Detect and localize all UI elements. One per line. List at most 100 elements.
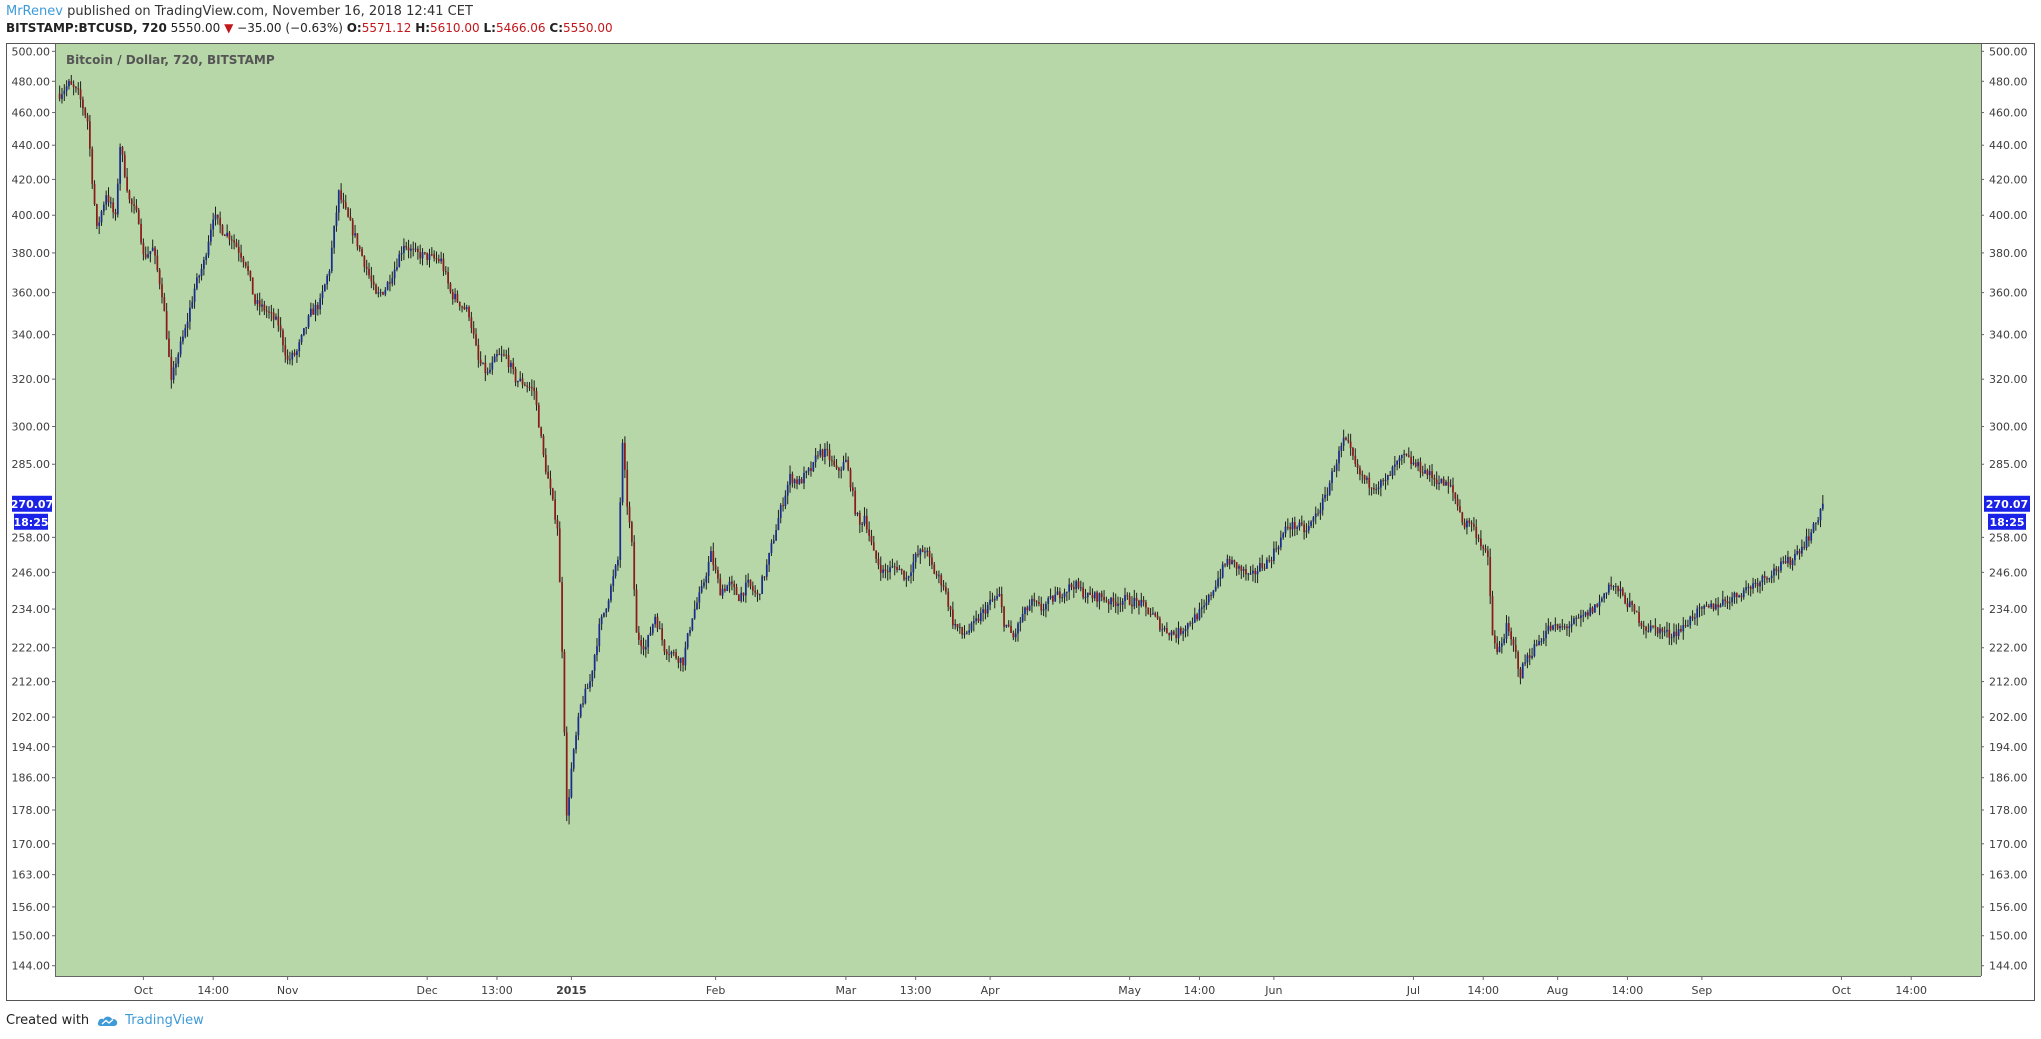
candle-body [1607,584,1610,593]
candle-body [1233,560,1236,563]
candle-body [333,225,336,248]
candle-body [1303,524,1305,533]
candle-body [372,281,375,285]
candle-body [472,328,475,335]
candle-body [1680,629,1682,632]
candle-body [1507,623,1510,632]
candle-body [840,469,843,471]
candle-body [1498,646,1501,653]
candle-body [563,651,566,733]
candle-body [1500,643,1503,647]
candle-body [1717,604,1720,608]
y-tick-label-right: 234.00 [1989,603,2028,616]
candle-body [945,586,947,592]
candle-body [1428,471,1431,476]
candle-body [1696,608,1699,618]
candle-body [1554,624,1557,626]
candle-body [137,210,140,224]
candle-body [1547,625,1550,632]
y-tick-label-right: 212.00 [1989,676,2028,689]
tradingview-link[interactable]: TradingView [97,1013,204,1028]
candle-body [1603,593,1606,599]
candle-body [875,550,877,559]
candle-body [826,448,829,450]
candle-body [349,216,352,221]
countdown-badge-left-bg [14,513,48,530]
candle-body [1052,596,1054,602]
candle-body [1000,593,1003,608]
candle-body [1626,603,1629,608]
candle-body [1068,584,1071,592]
candle-body [1107,601,1110,605]
candle-body [175,363,177,368]
candle-body [1486,550,1489,558]
author-link[interactable]: MrRenev [6,4,63,19]
plot-area[interactable] [55,44,1981,976]
x-tick-label: 14:00 [1612,984,1644,997]
candle-body [1314,513,1317,518]
candle-body [1084,597,1087,599]
candle-body [1807,536,1810,541]
candle-body [589,681,591,688]
right-price-axis[interactable]: 500.00 480.00 460.00 440.00 420.00 400.00 380.… [1981,45,2028,973]
candle-body [426,252,429,260]
candle-body [1056,591,1059,595]
candle-body [112,202,115,213]
candle-body [1421,472,1424,474]
candle-body [379,292,382,294]
candle-body [754,590,757,593]
candle-body [1526,655,1529,663]
candle-body [789,473,791,485]
last-price-badges: 270.07 18:25 270.07 18:25 [11,495,2030,530]
y-tick-label-left: 144.00 [12,960,51,973]
candle-body [700,585,703,593]
x-tick-label: Jul [1406,984,1420,997]
candle-body [1493,635,1496,644]
candle-body [1598,601,1601,607]
candle-body [1649,625,1652,631]
candle-body [1556,624,1559,629]
candle-body [1582,615,1585,617]
x-tick-label: 14:00 [197,984,229,997]
left-price-axis[interactable]: 500.00 480.00 460.00 440.00 420.00 400.00 380.… [12,45,56,973]
candle-body [907,576,910,578]
candle-body [89,121,91,149]
candle-body [1377,487,1380,490]
candle-body [675,652,677,659]
candle-body [1098,593,1101,602]
time-axis[interactable]: Oct 14:00 Nov Dec 13:00 2015 Feb Mar 13:00 Apr May… [134,976,1927,997]
candle-body [1270,560,1273,562]
candle-body [1447,481,1450,486]
y-tick-label-right: 202.00 [1989,711,2028,724]
candle-body [154,247,156,256]
candlestick-chart[interactable]: Bitcoin / Dollar, 720, BITSTAMP 500.00 48… [0,0,2041,1005]
candle-body [1389,474,1392,476]
countdown-badge-right-bg [1988,513,2026,530]
y-tick-label-left: 150.00 [12,930,51,943]
candle-body [733,583,736,588]
y-tick-label-right: 194.00 [1989,741,2028,754]
candle-body [521,378,524,385]
candle-body [1010,625,1012,633]
candle-body [84,108,87,116]
candle-body [965,632,968,634]
candle-body [493,356,496,363]
publish-text: published on TradingView.com, November 1… [62,4,473,19]
candle-body [1612,586,1615,588]
candle-body [1003,607,1005,627]
y-tick-label-left: 360.00 [12,287,51,300]
candle-body [956,623,959,628]
candle-body [265,310,268,312]
y-tick-label-left: 170.00 [12,838,51,851]
candle-body [330,247,333,272]
candle-body [284,345,287,356]
x-tick-label: 13:00 [900,984,932,997]
candle-body [570,768,573,798]
candle-body [1370,487,1373,489]
candle-body [744,582,747,596]
candle-body [1600,598,1603,602]
y-tick-label-right: 258.00 [1989,531,2028,544]
candle-body [1124,595,1126,602]
candle-body [949,606,952,610]
candle-body [1373,487,1375,490]
